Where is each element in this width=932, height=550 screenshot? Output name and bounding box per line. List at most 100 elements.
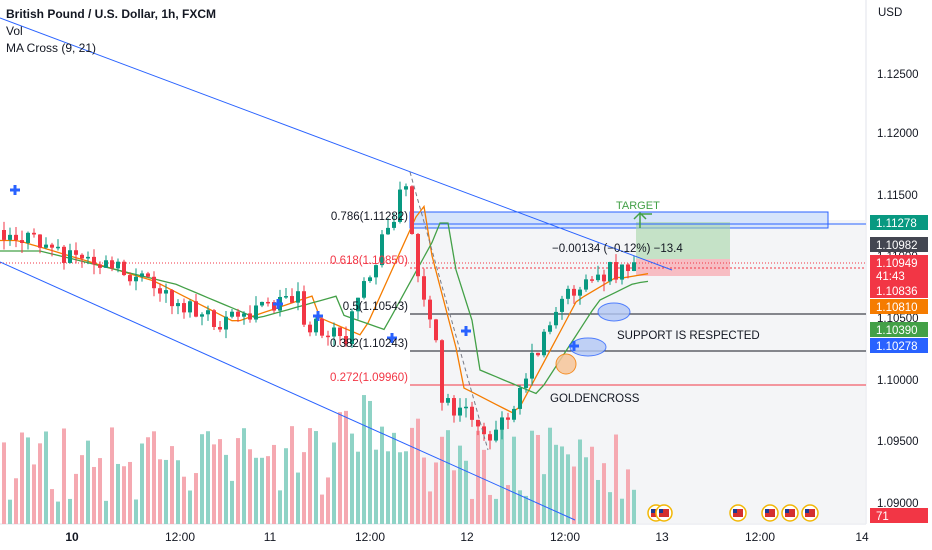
candle-body[interactable] — [350, 311, 354, 345]
candle-body[interactable] — [272, 302, 276, 311]
candle-body[interactable] — [134, 276, 138, 282]
flag-event-icon[interactable] — [781, 504, 799, 522]
candle-body[interactable] — [434, 319, 438, 341]
candle-body[interactable] — [314, 318, 318, 333]
candle-body[interactable] — [440, 340, 444, 403]
candle-body[interactable] — [260, 301, 264, 306]
candle-body[interactable] — [626, 264, 630, 272]
candle-body[interactable] — [158, 288, 162, 294]
candle-body[interactable] — [254, 305, 258, 320]
candle-body[interactable] — [392, 221, 396, 228]
candle-body[interactable] — [584, 279, 588, 290]
candle-body[interactable] — [140, 273, 144, 277]
candle-body[interactable] — [362, 281, 366, 298]
candle-body[interactable] — [110, 260, 114, 269]
candle-body[interactable] — [488, 434, 492, 441]
candle-body[interactable] — [242, 313, 246, 317]
candle-body[interactable] — [50, 244, 54, 248]
candle-body[interactable] — [122, 261, 126, 276]
candle-body[interactable] — [326, 335, 330, 338]
candle-body[interactable] — [506, 417, 510, 420]
candle-body[interactable] — [578, 289, 582, 296]
candle-body[interactable] — [530, 352, 534, 379]
candle-body[interactable] — [26, 232, 30, 244]
candle-body[interactable] — [302, 291, 306, 325]
candle-body[interactable] — [476, 419, 480, 427]
candle-body[interactable] — [542, 331, 546, 356]
candle-body[interactable] — [368, 277, 372, 282]
candle-body[interactable] — [494, 429, 498, 441]
candle-body[interactable] — [182, 303, 186, 313]
candle-body[interactable] — [518, 387, 522, 409]
candle-body[interactable] — [458, 407, 462, 416]
candle-body[interactable] — [128, 275, 132, 282]
candle-body[interactable] — [632, 262, 636, 272]
candle-body[interactable] — [344, 336, 348, 345]
symbol-title[interactable]: British Pound / U.S. Dollar, 1h, FXCM — [6, 7, 217, 21]
candle-body[interactable] — [212, 310, 216, 327]
candle-body[interactable] — [20, 240, 24, 244]
flag-event-icon[interactable] — [761, 504, 779, 522]
candle-body[interactable] — [512, 408, 516, 420]
flag-event-icon[interactable] — [655, 504, 673, 522]
indicator-ma-label[interactable]: MA Cross (9, 21) — [6, 41, 97, 55]
candle-body[interactable] — [74, 250, 78, 255]
candle-body[interactable] — [308, 324, 312, 333]
channel-lower-line[interactable] — [0, 261, 576, 521]
candle-body[interactable] — [398, 189, 402, 222]
candle-body[interactable] — [500, 417, 504, 430]
candle-body[interactable] — [446, 398, 450, 403]
candle-body[interactable] — [116, 261, 120, 269]
candle-body[interactable] — [524, 378, 528, 388]
candle-body[interactable] — [8, 234, 12, 240]
candle-body[interactable] — [62, 246, 66, 263]
candle-body[interactable] — [596, 274, 600, 281]
candle-body[interactable] — [194, 301, 198, 317]
candle-body[interactable] — [566, 288, 570, 299]
candle-body[interactable] — [590, 279, 594, 281]
candle-body[interactable] — [620, 264, 624, 280]
candle-body[interactable] — [218, 326, 222, 330]
candle-body[interactable] — [236, 311, 240, 317]
candle-body[interactable] — [14, 234, 18, 241]
candle-body[interactable] — [356, 297, 360, 312]
candle-body[interactable] — [206, 310, 210, 315]
candle-body[interactable] — [152, 276, 156, 289]
candle-body[interactable] — [296, 291, 300, 303]
candle-body[interactable] — [602, 274, 606, 282]
candle-body[interactable] — [338, 327, 342, 337]
candle-body[interactable] — [44, 244, 48, 248]
candle-body[interactable] — [38, 234, 42, 248]
candle-body[interactable] — [320, 318, 324, 336]
candle-body[interactable] — [2, 230, 6, 240]
candle-body[interactable] — [176, 303, 180, 307]
indicator-vol-label[interactable]: Vol — [6, 24, 23, 38]
candle-body[interactable] — [608, 262, 612, 282]
candle-body[interactable] — [554, 311, 558, 326]
flag-event-icon[interactable] — [729, 504, 747, 522]
candle-body[interactable] — [164, 290, 168, 294]
candle-body[interactable] — [104, 260, 108, 268]
flag-event-icon[interactable] — [801, 504, 819, 522]
candle-body[interactable] — [416, 233, 420, 277]
candle-body[interactable] — [332, 327, 336, 337]
candle-body[interactable] — [464, 406, 468, 409]
candle-body[interactable] — [266, 301, 270, 304]
candle-body[interactable] — [410, 186, 414, 234]
candle-body[interactable] — [188, 301, 192, 313]
candle-body[interactable] — [32, 232, 36, 235]
candle-body[interactable] — [386, 227, 390, 235]
candle-body[interactable] — [614, 262, 618, 280]
candlesticks[interactable] — [2, 181, 636, 450]
candle-body[interactable] — [560, 298, 564, 312]
candle-body[interactable] — [56, 246, 60, 249]
candle-body[interactable] — [290, 296, 294, 303]
candle-body[interactable] — [284, 296, 288, 298]
candle-body[interactable] — [572, 288, 576, 296]
candle-body[interactable] — [86, 256, 90, 259]
candle-body[interactable] — [380, 234, 384, 266]
candle-body[interactable] — [200, 314, 204, 317]
candle-body[interactable] — [170, 290, 174, 307]
candle-body[interactable] — [404, 186, 408, 190]
candle-body[interactable] — [482, 426, 486, 435]
